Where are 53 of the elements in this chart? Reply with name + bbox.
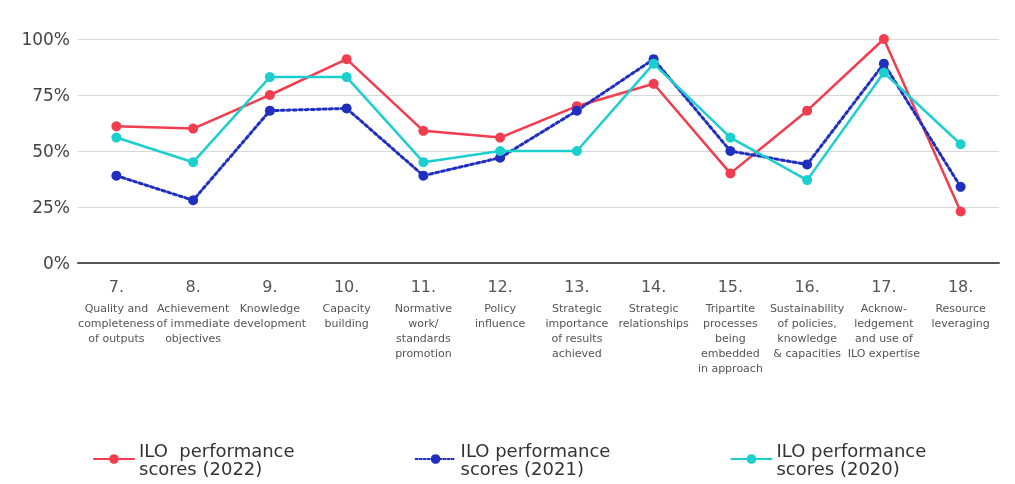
x-tick-label: 8. Achievement of immediate objectives [156,276,230,345]
point [802,175,813,186]
point [802,159,813,170]
point [725,168,736,179]
legend-label: ILO performance scores (2021) [460,439,611,479]
point [341,54,352,65]
point [341,103,352,114]
x-tick-label: 16. Sustainability of policies, knowledge & capacities [769,276,845,360]
point [188,157,199,168]
x-tick-label: 10. Capacity building [322,276,372,330]
point [264,105,275,116]
point [418,125,429,136]
legend-label: ILO performance scores (2020) [776,439,927,479]
point [878,67,889,78]
point [111,121,122,132]
point [955,139,966,150]
point [955,206,966,217]
x-tick-label: 12. Policy influence [474,276,526,330]
point [264,72,275,83]
point [955,181,966,192]
point [571,146,582,156]
y-tick-label: 50% [32,141,70,161]
x-tick-label: 7. Quality and completeness of outputs [78,276,155,345]
point [418,170,429,181]
point [648,58,659,69]
y-tick-label: 25% [32,197,70,217]
point [418,157,429,168]
point [111,170,122,181]
point [878,34,889,44]
x-tick-label: 14. Strategic relationships [618,276,690,330]
point [878,58,889,69]
legend-label: ILO performance scores (2022) [139,439,295,479]
point [725,132,736,143]
x-tick-label: 15. Tripartite processes being embedded in approach [697,276,763,375]
x-tick-label: 18. Resource leveraging [931,276,990,330]
y-tick-label: 75% [32,85,70,105]
x-tick-label: 17. Acknow- ledgement and use of ILO expertise [847,276,921,360]
point [725,146,736,156]
x-tick-label: 13. Strategic importance of results achieved [545,276,609,360]
point [495,132,506,143]
point [188,195,199,206]
x-tick-label: 9. Knowledge development [233,276,307,330]
point [571,105,582,116]
point [341,72,352,83]
y-tick-label: 100% [21,29,70,49]
point [188,123,199,134]
point [495,146,506,156]
point [111,132,122,143]
point [648,78,659,89]
point [802,105,813,116]
point [264,90,275,100]
y-tick-label: 0% [43,253,70,273]
x-tick-label: 11. Normative work/ standards promotion [394,276,453,360]
